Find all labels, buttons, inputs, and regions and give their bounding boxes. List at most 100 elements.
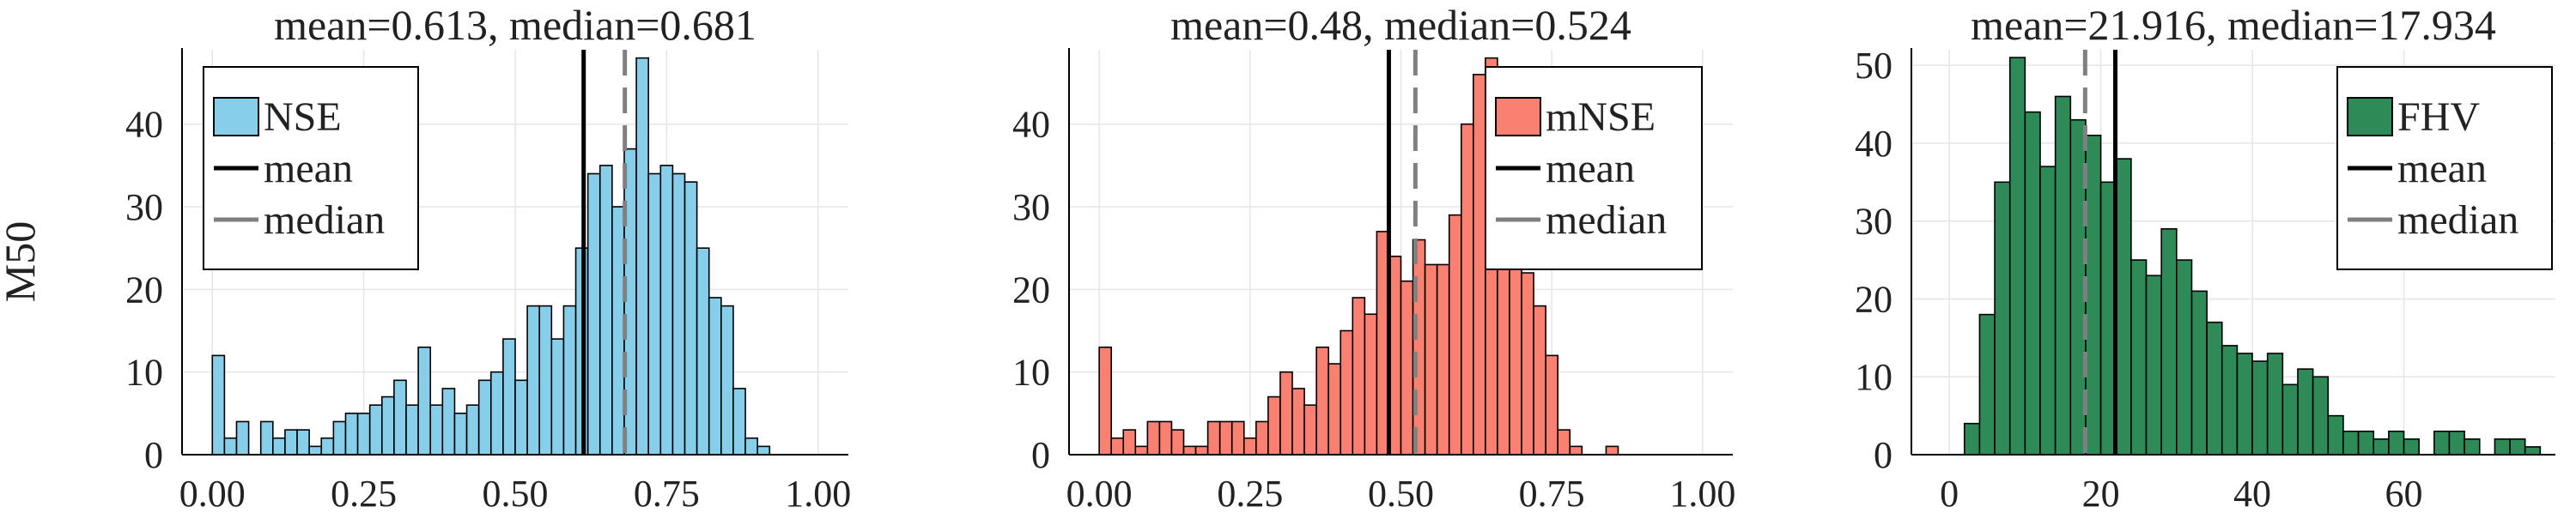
legend-label: mean [1546, 146, 1635, 191]
histogram-bar [1400, 280, 1414, 456]
histogram-bar [2464, 438, 2481, 456]
histogram-bar [1098, 346, 1112, 456]
legend: mNSE mean median [1485, 66, 1703, 270]
x-tick-label: 0.00 [179, 473, 246, 515]
histogram-bar [2251, 360, 2269, 456]
histogram-bar [550, 338, 565, 456]
histogram-bar [405, 404, 419, 456]
histogram-bar [2024, 111, 2041, 456]
legend-swatch [2347, 97, 2393, 136]
histogram-bar [465, 404, 480, 456]
histogram-bar [1545, 354, 1559, 456]
histogram-bar [562, 305, 577, 456]
y-tick-label: 40 [1012, 104, 1050, 146]
histogram-bar [1230, 420, 1245, 456]
histogram-bar [635, 57, 649, 456]
histogram-bar [611, 206, 625, 456]
legend-label: NSE [264, 94, 342, 140]
histogram-bar [308, 445, 323, 456]
histogram-bar [1218, 420, 1233, 456]
histogram-bar [2357, 430, 2375, 456]
legend-swatch [1495, 97, 1541, 136]
histogram-bar [320, 437, 335, 456]
histogram-bar [708, 297, 722, 456]
histogram-bar [284, 429, 298, 456]
histogram-bar [744, 437, 758, 456]
histogram-bar [514, 379, 528, 456]
x-tick-label: 0.50 [1368, 473, 1434, 515]
histogram-bar [586, 172, 601, 456]
x-tick-label: 60 [2385, 473, 2423, 515]
histogram-bar [2327, 414, 2344, 456]
y-tick-label: 10 [125, 352, 163, 394]
histogram-bar [1194, 445, 1209, 456]
histogram-bar [1340, 329, 1354, 456]
histogram-bar [1315, 346, 1329, 456]
histogram-bar [332, 420, 347, 456]
histogram-bar [1158, 420, 1173, 456]
histogram-bar [696, 247, 710, 456]
histogram-bar [1521, 272, 1534, 456]
y-tick-label: 0 [1874, 434, 1893, 476]
y-tick-label: 10 [1012, 352, 1050, 394]
histogram-bar [272, 437, 286, 456]
histogram-bar [1424, 263, 1438, 456]
histogram-bar [2372, 438, 2390, 456]
y-tick-label: 30 [1012, 186, 1050, 228]
histogram-bar [2342, 430, 2360, 456]
histogram-bar [1352, 297, 1366, 456]
x-tick-label: 0.50 [483, 473, 549, 515]
histogram-bar [1255, 420, 1269, 456]
histogram-bar [296, 429, 310, 456]
x-tick-label: 1.00 [1669, 473, 1735, 515]
histogram-bar [1448, 214, 1462, 456]
histogram-bar [1122, 429, 1137, 456]
chart-title: mean=0.613, median=0.681 [274, 1, 756, 49]
histogram-bar [2297, 368, 2314, 456]
histogram-bar [1279, 371, 1293, 456]
histogram-bar [2221, 345, 2239, 456]
histogram-bar [2388, 430, 2405, 456]
histogram-bar [1110, 437, 1125, 456]
y-tick-label: 0 [144, 434, 163, 476]
histogram-bar [1533, 305, 1546, 456]
histogram-bar [1473, 74, 1486, 456]
histogram-bar [2085, 135, 2102, 456]
histogram-bar [259, 420, 274, 456]
histogram-bar [1182, 445, 1197, 456]
legend-label: median [1546, 197, 1667, 243]
histogram-bar [683, 181, 698, 456]
histogram-bar [1170, 429, 1185, 456]
x-tick-label: 0.25 [1217, 473, 1283, 515]
chart-title: mean=21.916, median=17.934 [1971, 1, 2496, 49]
histogram-bar [720, 305, 734, 456]
histogram-bar [2130, 259, 2148, 456]
legend-label: mNSE [1546, 94, 1656, 140]
y-tick-label: 40 [125, 104, 163, 146]
y-tick-label: 50 [1855, 45, 1893, 87]
histogram-bar [598, 165, 613, 456]
histogram-bar [1436, 263, 1450, 456]
histogram-bar [1134, 445, 1149, 456]
histogram-bar [2494, 438, 2511, 456]
legend-label: FHV [2397, 94, 2480, 140]
x-tick-label: 40 [2233, 473, 2271, 515]
legend: NSE mean median [203, 66, 419, 270]
legend-label: median [2397, 197, 2518, 243]
histogram-bar [756, 445, 771, 456]
histogram-bar [489, 371, 504, 456]
histogram-bar [2236, 353, 2253, 456]
histogram-bar [2206, 321, 2223, 456]
histogram-bar [211, 354, 226, 456]
y-tick-label: 20 [125, 269, 163, 311]
x-tick-label: 0 [1940, 473, 1959, 515]
y-axis-label: M50 [0, 221, 44, 302]
y-tick-label: 10 [1855, 356, 1893, 398]
x-tick-label: 0.00 [1066, 473, 1133, 515]
histogram-bar [2312, 376, 2330, 456]
histogram-bar [441, 388, 456, 456]
histogram-bar [429, 404, 444, 456]
legend-label: median [264, 197, 385, 243]
histogram-bar [2524, 446, 2542, 456]
histogram-bar [1303, 404, 1317, 456]
